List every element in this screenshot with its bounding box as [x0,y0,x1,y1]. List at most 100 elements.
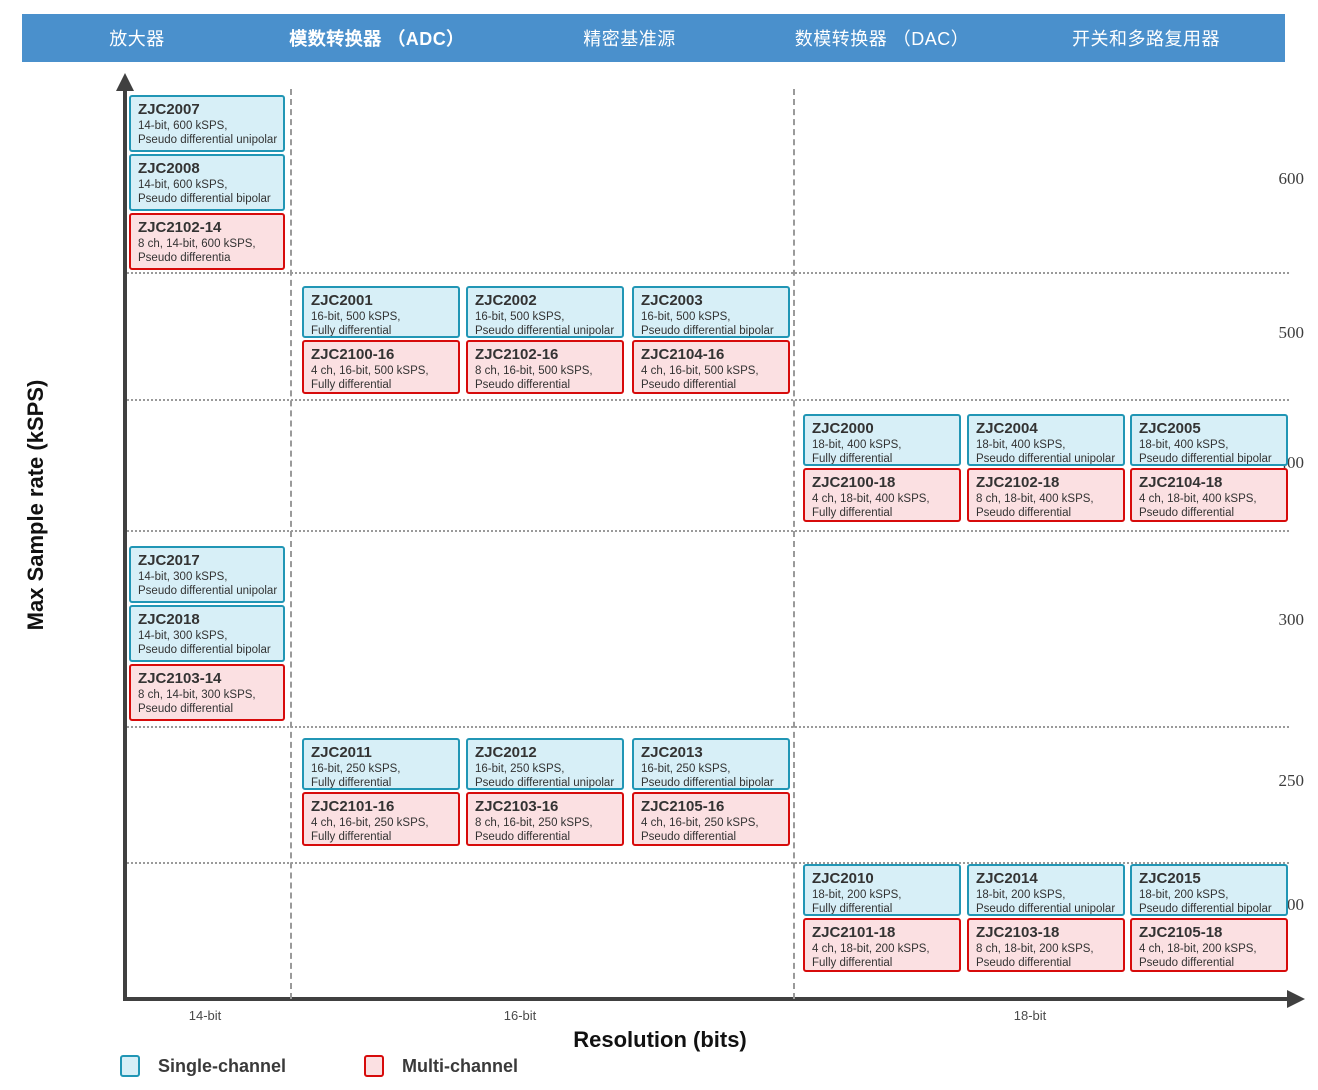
product-box[interactable]: ZJC2105-18 4 ch, 18-bit, 200 kSPS, Pseudo … [1130,918,1288,972]
product-box[interactable]: ZJC2100-18 4 ch, 18-bit, 400 kSPS, Fully d… [803,468,961,522]
product-box[interactable]: ZJC2007 14-bit, 600 kSPS, Pseudo different… [129,95,285,152]
product-spec-line-1: 18-bit, 400 kSPS, [812,439,902,451]
product-spec-line-2: Fully differential [812,957,893,969]
product-spec-line-1: 14-bit, 300 kSPS, [138,630,228,642]
product-box[interactable]: ZJC2013 16-bit, 250 kSPS, Pseudo different… [632,738,790,790]
x-axis-line [123,997,1289,1001]
product-spec-line-1: 14-bit, 300 kSPS, [138,571,228,583]
gridline-horizontal [127,399,1289,401]
product-spec-line-2: Fully differential [812,453,893,465]
product-part-number: ZJC2101-18 [812,924,896,941]
product-box[interactable]: ZJC2010 18-bit, 200 kSPS, Fully differenti… [803,864,961,916]
product-spec-line-1: 18-bit, 400 kSPS, [1139,439,1229,451]
product-spec-line-1: 4 ch, 18-bit, 200 kSPS, [812,943,930,955]
product-spec-line-2: Fully differential [311,831,392,843]
product-spec-line-1: 4 ch, 16-bit, 250 kSPS, [311,817,429,829]
product-part-number: ZJC2103-14 [138,670,222,687]
product-spec-line-2: Pseudo differential unipolar [138,134,278,146]
product-spec-line-1: 8 ch, 14-bit, 600 kSPS, [138,238,256,250]
product-part-number: ZJC2102-14 [138,219,222,236]
product-spec-line-1: 4 ch, 16-bit, 500 kSPS, [311,365,429,377]
product-spec-line-2: Pseudo differential [1139,957,1235,969]
y-tick-label: 250 [1278,771,1305,790]
product-box[interactable]: ZJC2018 14-bit, 300 kSPS, Pseudo different… [129,605,285,662]
product-part-number: ZJC2002 [475,292,537,309]
product-spec-line-2: Pseudo differential bipolar [641,777,774,789]
product-spec-line-2: Pseudo differential bipolar [138,644,271,656]
nav-item-amplifiers[interactable]: 放大器 [109,29,165,49]
product-part-number: ZJC2013 [641,744,703,761]
product-box[interactable]: ZJC2101-16 4 ch, 16-bit, 250 kSPS, Fully d… [302,792,460,846]
product-part-number: ZJC2103-16 [475,798,559,815]
x-tick-label: 14-bit [188,1008,222,1023]
product-spec-line-2: Fully differential [812,507,893,519]
product-box[interactable]: ZJC2103-14 8 ch, 14-bit, 300 kSPS, Pseudo … [129,664,285,721]
product-box[interactable]: ZJC2103-16 8 ch, 16-bit, 250 kSPS, Pseudo … [466,792,624,846]
product-part-number: ZJC2105-16 [641,798,725,815]
product-spec-line-2: Pseudo differential unipolar [976,453,1116,465]
product-box[interactable]: ZJC2102-16 8 ch, 16-bit, 500 kSPS, Pseudo … [466,340,624,394]
product-box[interactable]: ZJC2100-16 4 ch, 16-bit, 500 kSPS, Fully d… [302,340,460,394]
nav-item-switches-multiplexers[interactable]: 开关和多路复用器 [1072,29,1220,49]
product-part-number: ZJC2104-16 [641,346,725,363]
product-spec-line-2: Pseudo differential bipolar [138,193,271,205]
y-axis-arrow-icon [116,73,134,91]
product-spec-line-2: Fully differential [311,379,392,391]
product-part-number: ZJC2100-18 [812,474,896,491]
gridline-horizontal [127,726,1289,728]
product-spec-line-2: Fully differential [311,325,392,337]
product-part-number: ZJC2014 [976,870,1038,887]
product-spec-line-1: 4 ch, 18-bit, 400 kSPS, [1139,493,1257,505]
product-box[interactable]: ZJC2012 16-bit, 250 kSPS, Pseudo different… [466,738,624,790]
product-spec-line-1: 16-bit, 500 kSPS, [641,311,731,323]
legend-label-multi-channel: Multi-channel [402,1055,519,1076]
y-axis-title: Max Sample rate (kSPS) [23,379,48,631]
product-spec-line-1: 16-bit, 250 kSPS, [311,763,401,775]
product-spec-line-1: 18-bit, 400 kSPS, [976,439,1066,451]
product-spec-line-2: Pseudo differential [475,379,571,391]
nav-item-voltage-reference[interactable]: 精密基准源 [583,29,676,49]
product-box[interactable]: ZJC2002 16-bit, 500 kSPS, Pseudo different… [466,286,624,338]
product-spec-line-2: Pseudo differential unipolar [138,585,278,597]
product-box[interactable]: ZJC2000 18-bit, 400 kSPS, Fully differenti… [803,414,961,466]
product-box[interactable]: ZJC2015 18-bit, 200 kSPS, Pseudo different… [1130,864,1288,916]
product-spec-line-1: 8 ch, 18-bit, 400 kSPS, [976,493,1094,505]
nav-item-dac[interactable]: 数模转换器 （DAC） [794,29,970,49]
product-spec-line-2: Pseudo differential [475,831,571,843]
product-spec-line-2: Pseudo differential [976,507,1072,519]
product-spec-line-1: 16-bit, 500 kSPS, [311,311,401,323]
product-spec-line-1: 4 ch, 16-bit, 500 kSPS, [641,365,759,377]
product-part-number: ZJC2104-18 [1139,474,1223,491]
product-spec-line-2: Pseudo differentia [138,252,231,264]
product-box[interactable]: ZJC2105-16 4 ch, 16-bit, 250 kSPS, Pseudo … [632,792,790,846]
gridline-horizontal [127,862,1289,864]
product-box[interactable]: ZJC2101-18 4 ch, 18-bit, 200 kSPS, Fully d… [803,918,961,972]
product-spec-line-2: Pseudo differential [641,379,737,391]
nav-item-adc[interactable]: 模数转换器 （ADC） [289,29,465,49]
product-spec-line-1: 8 ch, 16-bit, 500 kSPS, [475,365,593,377]
product-box[interactable]: ZJC2104-18 4 ch, 18-bit, 400 kSPS, Pseudo … [1130,468,1288,522]
chart-plot-area: Max Sample rate (kSPS) 600 500 400 300 2… [0,62,1318,1090]
product-spec-line-2: Pseudo differential [976,957,1072,969]
product-box[interactable]: ZJC2003 16-bit, 500 kSPS, Pseudo different… [632,286,790,338]
product-spec-line-2: Pseudo differential unipolar [475,325,615,337]
product-box[interactable]: ZJC2102-18 8 ch, 18-bit, 400 kSPS, Pseudo … [967,468,1125,522]
product-box[interactable]: ZJC2104-16 4 ch, 16-bit, 500 kSPS, Pseudo … [632,340,790,394]
product-box[interactable]: ZJC2005 18-bit, 400 kSPS, Pseudo different… [1130,414,1288,466]
product-box[interactable]: ZJC2017 14-bit, 300 kSPS, Pseudo different… [129,546,285,603]
product-box[interactable]: ZJC2008 14-bit, 600 kSPS, Pseudo differen… [129,154,285,211]
product-box[interactable]: ZJC2102-14 8 ch, 14-bit, 600 kSPS, Pseudo … [129,213,285,270]
product-box[interactable]: ZJC2103-18 8 ch, 18-bit, 200 kSPS, Pseudo … [967,918,1125,972]
product-box[interactable]: ZJC2004 18-bit, 400 kSPS, Pseudo different… [967,414,1125,466]
gridline-vertical [793,89,795,999]
y-tick-label: 500 [1278,323,1305,342]
y-axis-line [123,89,127,1001]
product-spec-line-2: Fully differential [812,903,893,915]
product-box[interactable]: ZJC2001 16-bit, 500 kSPS, Fully differenti… [302,286,460,338]
product-box[interactable]: ZJC2011 16-bit, 250 kSPS, Fully differenti… [302,738,460,790]
product-part-number: ZJC2008 [138,160,200,177]
product-box[interactable]: ZJC2014 18-bit, 200 kSPS, Pseudo different… [967,864,1125,916]
product-spec-line-1: 16-bit, 500 kSPS, [475,311,565,323]
product-spec-line-2: Pseudo differential bipolar [641,325,774,337]
